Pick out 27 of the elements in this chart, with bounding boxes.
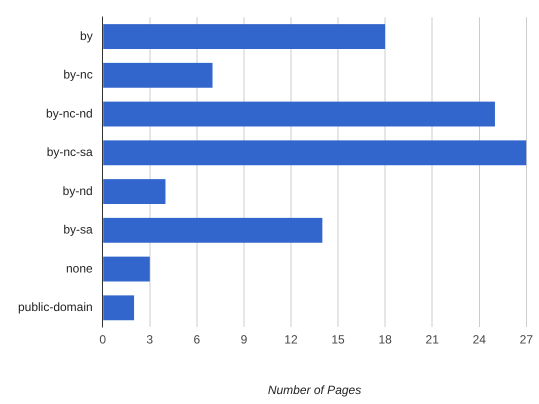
bar (103, 24, 386, 49)
y-tick-label: none (66, 261, 94, 276)
x-tick-label: 15 (331, 332, 346, 347)
bar (103, 295, 134, 320)
x-axis-title: Number of Pages (268, 383, 362, 398)
x-tick-label: 12 (284, 332, 298, 347)
x-tick-label: 21 (426, 332, 440, 347)
y-tick-label: by-nc-nd (46, 106, 93, 120)
bar (103, 256, 150, 282)
bar (103, 102, 495, 126)
y-tick-label: by (80, 28, 93, 43)
y-tick-label: by-nd (62, 184, 93, 198)
x-tick-label: 18 (378, 332, 392, 347)
x-tick-label: 6 (194, 332, 200, 347)
x-tick-label: 24 (472, 332, 486, 347)
y-tick-label: public-domain (18, 300, 93, 314)
x-tick-label: 27 (520, 332, 534, 347)
bar (103, 62, 213, 88)
y-tick-label: by-sa (63, 222, 94, 237)
x-tick-label: 0 (99, 332, 106, 347)
y-tick-label: by-nc-sa (46, 145, 94, 160)
bar (103, 218, 322, 243)
bar (103, 179, 166, 204)
y-tick-label: by-nc (63, 68, 93, 82)
bar (103, 140, 526, 166)
x-tick-label: 3 (146, 332, 154, 347)
x-tick-label: 9 (240, 332, 248, 347)
